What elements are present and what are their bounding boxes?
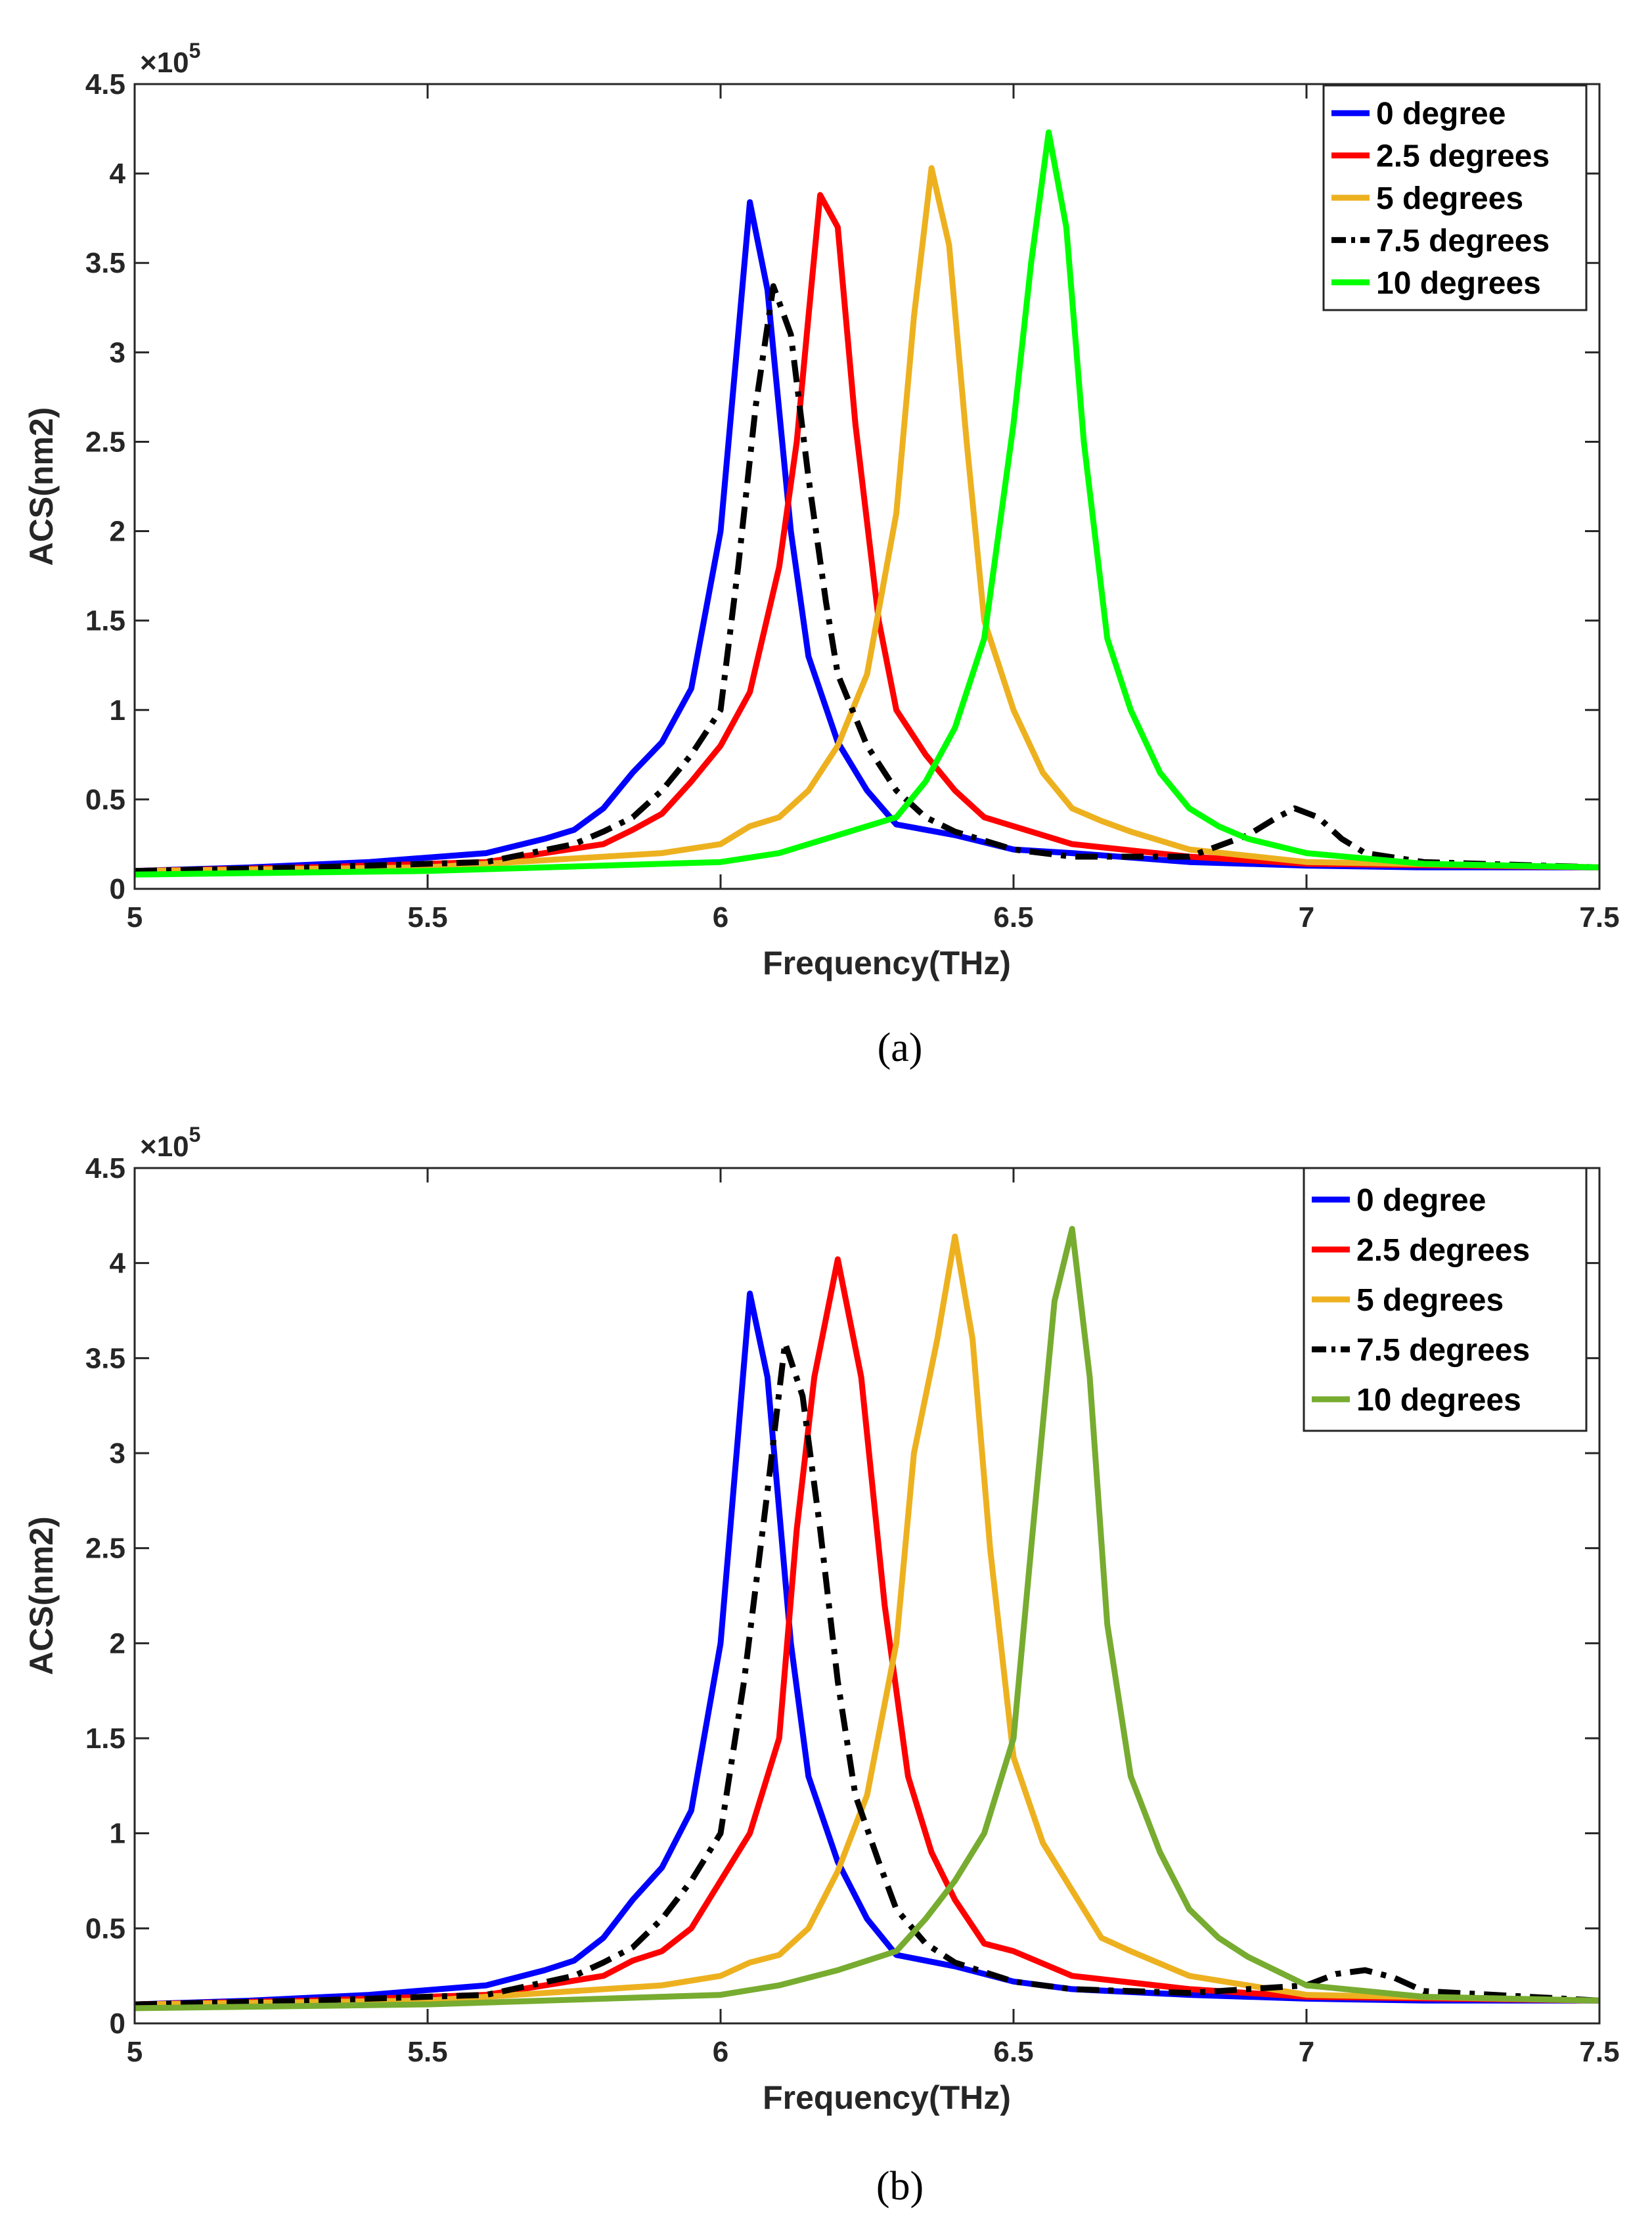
- legend-box: [1322, 84, 1588, 311]
- legend: 0 degree 2.5 degrees 5 degrees 7.5 degrees 1…: [1322, 84, 1588, 311]
- legend-label: 10 degrees: [1376, 266, 1541, 301]
- legend-label: 5 degrees: [1356, 1283, 1504, 1318]
- series-line-7-5-degrees: [135, 1340, 1599, 2008]
- y-multiplier: ×105: [140, 39, 200, 79]
- y-tick-label: 4.5: [85, 1152, 125, 1184]
- x-tick-label: 5.5: [407, 2036, 447, 2068]
- x-tick-label: 5: [127, 901, 143, 934]
- series-line-7-5-degrees: [135, 283, 1599, 874]
- legend-label: 2.5 degrees: [1376, 139, 1550, 174]
- chart-panel-b: 5 5.5 6 6.5 7 7.5 0 0.5 1 1.5 2 2.5 3 3.5 4 4.5 ×105 Freq…: [23, 1123, 1620, 2209]
- y-tick-label: 3: [110, 1437, 125, 1470]
- series-line-5-degrees: [135, 165, 1599, 874]
- y-tick-label: 0: [110, 2008, 125, 2040]
- y-tick-label: 3.5: [85, 247, 125, 279]
- y-tick-label: 4: [110, 158, 126, 190]
- y-tick-label: 2.5: [85, 426, 125, 458]
- series-line-5-degrees: [135, 1233, 1599, 2008]
- y-tick-label: 0.5: [85, 784, 125, 816]
- legend-label: 10 degrees: [1356, 1383, 1521, 1418]
- legend-label: 0 degree: [1376, 97, 1506, 131]
- series-line-10-degrees: [135, 1226, 1599, 2012]
- y-axis-label: ACS(nm2): [23, 407, 60, 566]
- x-tick-label: 6.5: [993, 901, 1033, 934]
- y-tick-label: 3: [110, 336, 125, 369]
- y-tick-label: 2: [110, 1627, 125, 1659]
- axes-box: [133, 83, 1601, 890]
- y-tick-label: 3.5: [85, 1342, 125, 1374]
- x-tick-label: 6: [713, 901, 728, 934]
- y-multiplier-exponent: 5: [189, 1123, 201, 1146]
- y-multiplier-exponent: 5: [189, 39, 201, 62]
- x-tick-label: 5: [127, 2036, 143, 2068]
- legend-label: 7.5 degrees: [1376, 223, 1550, 258]
- panel-caption: (b): [876, 2164, 924, 2209]
- x-tick-label: 7: [1299, 901, 1314, 934]
- legend-label: 0 degree: [1356, 1183, 1486, 1218]
- y-tick-label: 0: [110, 873, 125, 905]
- y-tick-label: 1: [110, 694, 125, 727]
- x-tick-label: 7.5: [1579, 901, 1619, 934]
- y-tick-label: 2: [110, 516, 125, 548]
- y-tick-label: 0.5: [85, 1912, 125, 1945]
- y-tick-label: 4.5: [85, 68, 125, 101]
- series-line-0-degree: [135, 1290, 1599, 2008]
- series-line-10-degrees: [135, 129, 1599, 878]
- y-tick-label: 1.5: [85, 605, 125, 637]
- legend-box: [1303, 1167, 1588, 1432]
- legend-label: 2.5 degrees: [1356, 1233, 1530, 1268]
- x-tick-label: 7.5: [1579, 2036, 1619, 2068]
- y-axis-label: ACS(nm2): [23, 1516, 60, 1675]
- y-tick-label: 2.5: [85, 1533, 125, 1565]
- series-line-2-5-degrees: [135, 1256, 1599, 2008]
- series-lines: [135, 1226, 1599, 2012]
- axes-box: [133, 1167, 1601, 2025]
- legend-label: 5 degrees: [1376, 181, 1523, 216]
- x-axis-label: Frequency(THz): [763, 945, 1011, 981]
- legend: 0 degree 2.5 degrees 5 degrees 7.5 degrees 1…: [1303, 1167, 1588, 1432]
- y-tick-label: 1.5: [85, 1722, 125, 1755]
- x-tick-label: 7: [1299, 2036, 1314, 2068]
- legend-label: 7.5 degrees: [1356, 1333, 1530, 1368]
- y-tick-label: 1: [110, 1818, 125, 1850]
- series-line-2-5-degrees: [135, 192, 1599, 874]
- x-tick-label: 5.5: [407, 901, 447, 934]
- y-tick-label: 4: [110, 1248, 126, 1280]
- x-tick-label: 6.5: [993, 2036, 1033, 2068]
- chart-panel-a: 5 5.5 6 6.5 7 7.5 0 0.5 1 1.5 2 2.5 3 3.5 4 4.5 ×105 Freq…: [23, 39, 1620, 1070]
- panel-caption: (a): [878, 1025, 923, 1070]
- x-axis-label: Frequency(THz): [763, 2079, 1011, 2116]
- series-lines: [135, 129, 1599, 878]
- x-tick-label: 6: [713, 2036, 728, 2068]
- y-multiplier: ×105: [140, 1123, 200, 1163]
